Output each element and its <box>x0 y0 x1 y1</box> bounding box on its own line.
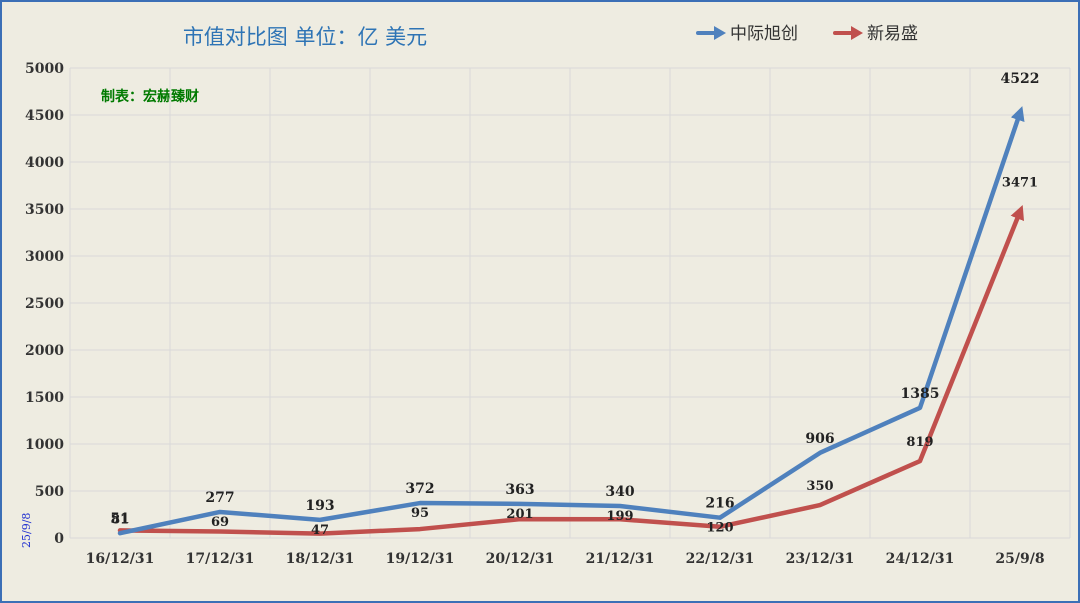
side-date-note: 25/9/8 <box>20 513 33 548</box>
x-axis-ticks: 16/12/31 17/12/31 18/12/31 19/12/31 20/12/31… <box>86 551 1045 567</box>
x-tick-label: 22/12/31 <box>686 551 755 567</box>
data-label-series-0: 340 <box>605 484 634 500</box>
x-tick-label: 17/12/31 <box>186 551 255 567</box>
data-label-series-0: 1385 <box>901 386 940 402</box>
data-labels: 51 277 193 372 363 340 216 906 1385 4522 81 69 47 95 2… <box>110 71 1039 538</box>
chart-title: 市值对比图 单位：亿 美元 <box>183 25 427 49</box>
series-lines <box>117 106 1025 536</box>
legend: 中际旭创 新易盛 <box>696 24 918 44</box>
legend-arrow-1 <box>851 26 863 40</box>
y-tick-label: 3000 <box>25 249 64 265</box>
y-tick-label: 4000 <box>25 155 64 171</box>
y-tick-label: 4500 <box>25 108 64 124</box>
y-tick-label: 2500 <box>25 296 64 312</box>
x-tick-label: 23/12/31 <box>786 551 855 567</box>
data-label-series-0: 51 <box>110 511 129 527</box>
data-label-series-0: 906 <box>805 431 834 447</box>
data-label-series-0: 277 <box>205 490 234 506</box>
legend-label-0: 中际旭创 <box>730 24 798 44</box>
data-label-series-0: 372 <box>405 481 434 497</box>
data-label-series-1: 69 <box>211 515 229 530</box>
x-tick-label: 20/12/31 <box>486 551 555 567</box>
data-label-series-1: 201 <box>506 507 533 522</box>
data-label-series-0: 363 <box>505 482 534 498</box>
data-label-series-0: 4522 <box>1001 71 1040 87</box>
x-tick-label: 21/12/31 <box>586 551 655 567</box>
y-tick-label: 1000 <box>25 437 64 453</box>
y-tick-label: 1500 <box>25 390 64 406</box>
y-tick-label: 500 <box>35 484 64 500</box>
x-tick-label: 24/12/31 <box>886 551 955 567</box>
data-label-series-1: 199 <box>606 509 633 524</box>
series-line-1 <box>117 205 1025 536</box>
y-tick-label: 0 <box>54 531 64 547</box>
data-label-series-1: 3471 <box>1002 176 1038 191</box>
y-tick-label: 2000 <box>25 343 64 359</box>
chart-credit: 制表：宏赫臻财 <box>101 88 199 105</box>
data-label-series-1: 819 <box>906 435 933 450</box>
data-label-series-1: 47 <box>311 523 329 538</box>
y-axis-ticks: 0 500 1000 1500 2000 2500 3000 3500 4000 4500 5000 <box>25 61 64 547</box>
series-line-0 <box>117 106 1025 536</box>
data-label-series-1: 81 <box>111 512 129 527</box>
legend-arrow-0 <box>714 26 726 40</box>
data-label-series-1: 120 <box>706 521 733 536</box>
legend-label-1: 新易盛 <box>867 24 918 44</box>
x-tick-label: 18/12/31 <box>286 551 355 567</box>
y-tick-label: 5000 <box>25 61 64 77</box>
data-label-series-1: 350 <box>806 479 833 494</box>
x-tick-label: 25/9/8 <box>995 551 1044 567</box>
x-tick-label: 16/12/31 <box>86 551 155 567</box>
grid-lines <box>69 67 1071 539</box>
data-label-series-0: 216 <box>705 496 734 512</box>
x-tick-label: 19/12/31 <box>386 551 455 567</box>
data-label-series-1: 95 <box>411 506 429 521</box>
data-label-series-0: 193 <box>305 498 334 514</box>
y-tick-label: 3500 <box>25 202 64 218</box>
